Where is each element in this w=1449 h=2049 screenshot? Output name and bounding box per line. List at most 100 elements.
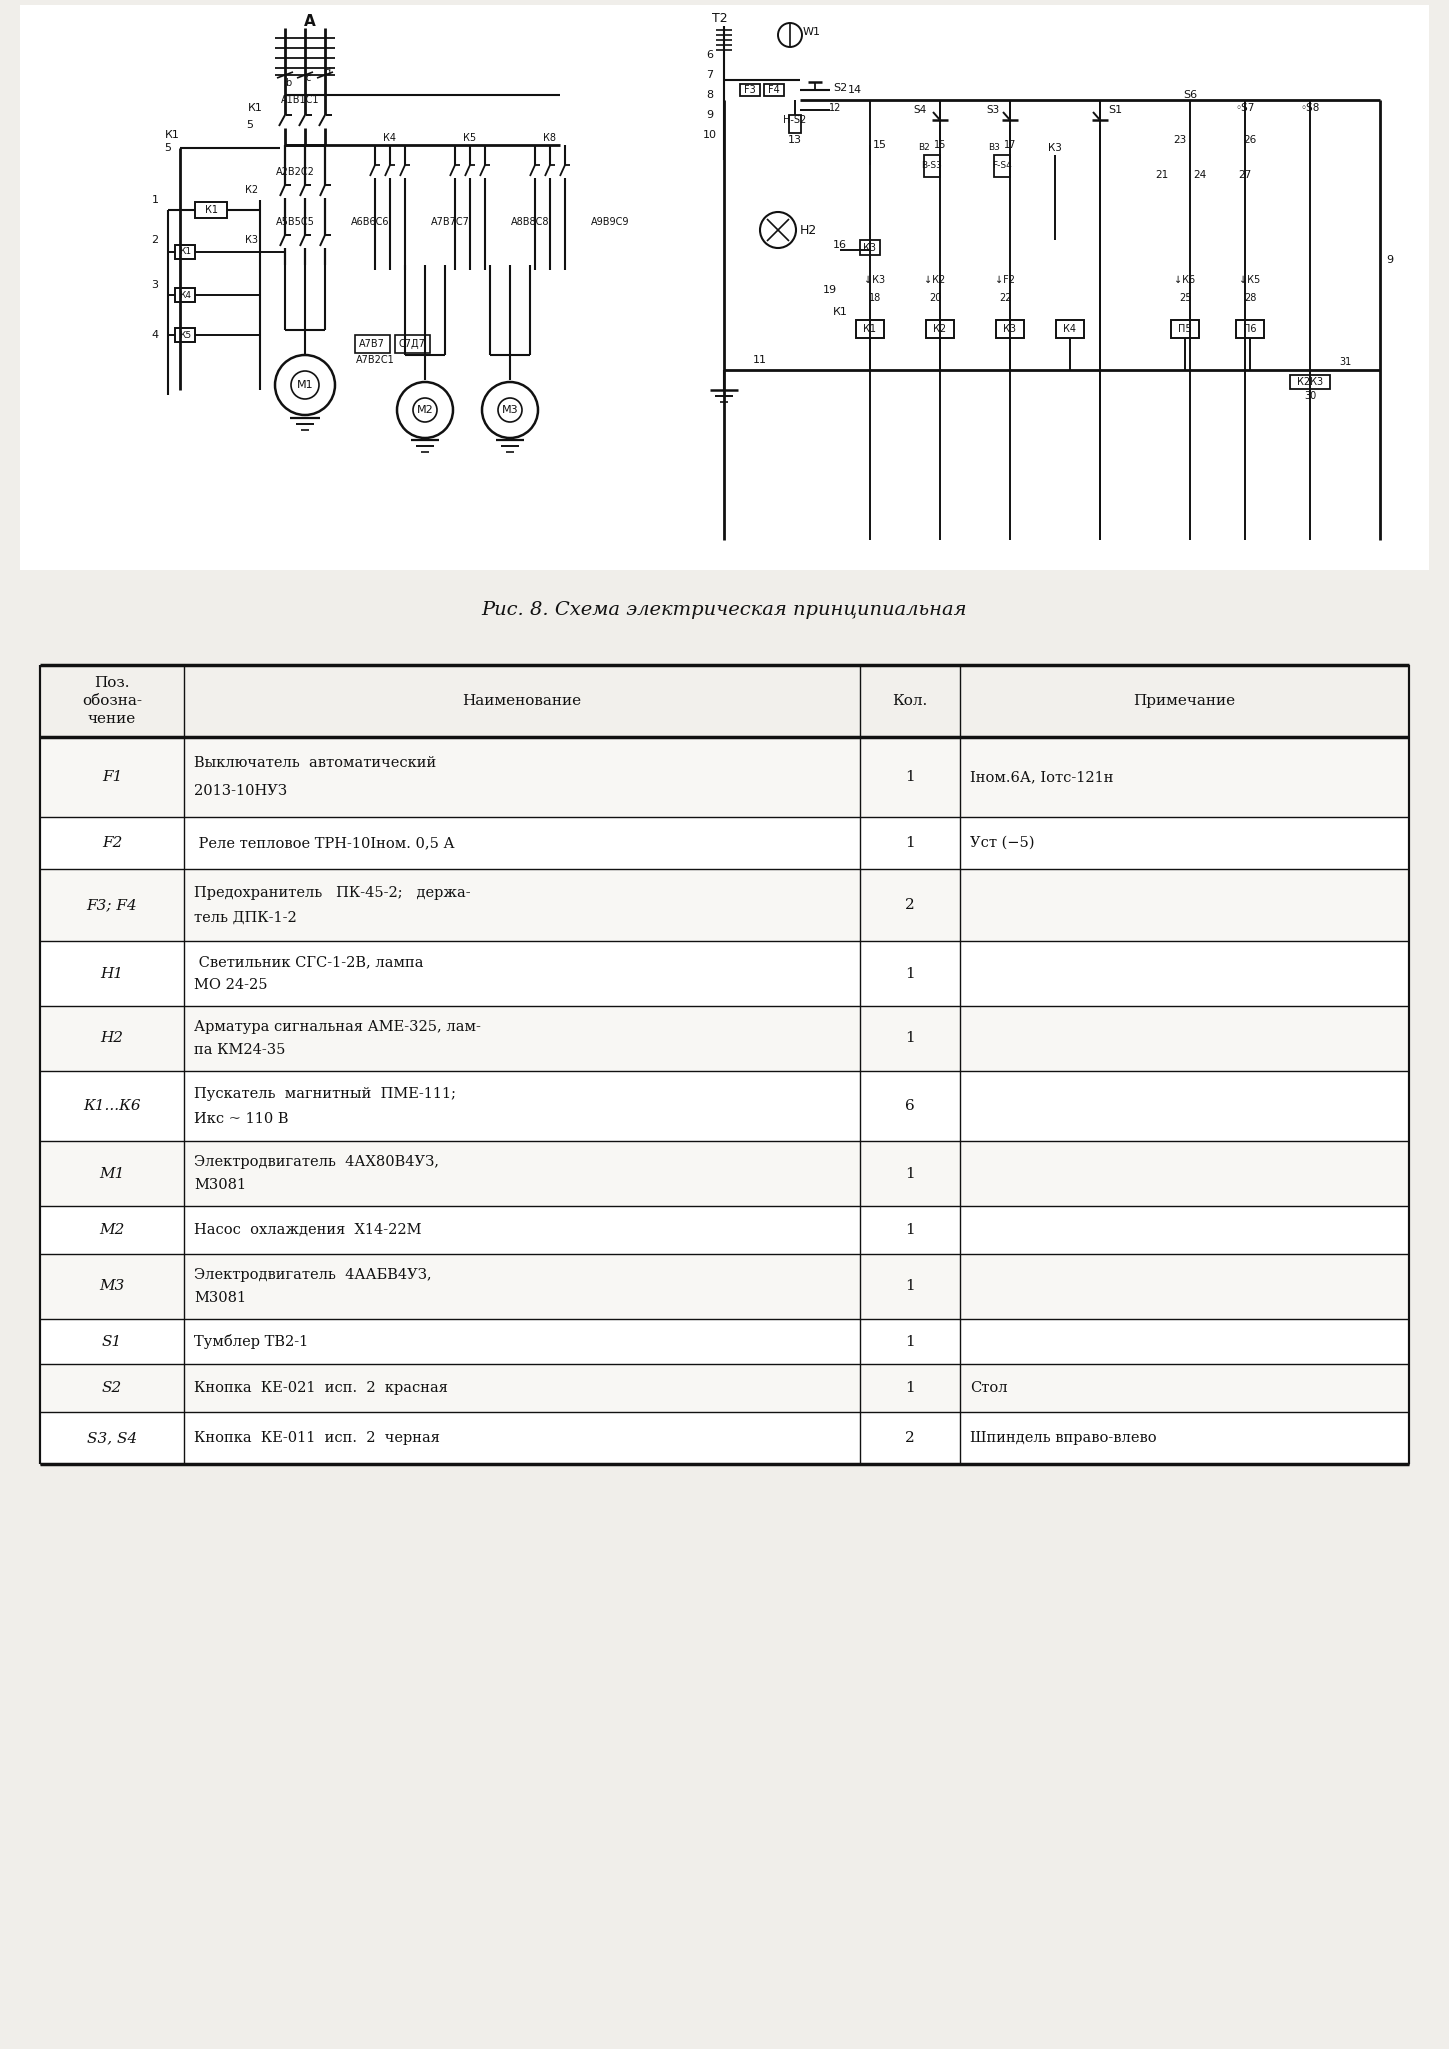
Text: К3: К3 — [1048, 143, 1062, 154]
Text: К2К3: К2К3 — [1297, 377, 1323, 387]
Text: S1: S1 — [1108, 104, 1122, 115]
Bar — [764, 84, 784, 96]
Text: 11: 11 — [753, 354, 767, 365]
Bar — [175, 289, 196, 301]
Text: H2: H2 — [100, 1031, 123, 1045]
Text: 1: 1 — [906, 1279, 914, 1293]
Text: К1: К1 — [178, 248, 191, 256]
Text: К3: К3 — [245, 236, 258, 246]
Text: М3081: М3081 — [194, 1291, 246, 1305]
Text: А6В6С6: А6В6С6 — [351, 217, 390, 227]
Text: Наименование: Наименование — [462, 695, 581, 709]
Circle shape — [498, 398, 522, 422]
Text: А1В1С1: А1В1С1 — [281, 94, 319, 104]
Text: 15: 15 — [872, 139, 887, 150]
Text: F4: F4 — [768, 84, 780, 94]
Circle shape — [483, 381, 538, 438]
Text: А2В2С2: А2В2С2 — [275, 168, 314, 176]
Text: 1: 1 — [906, 1334, 914, 1348]
Text: Икс ~ 110 В: Икс ~ 110 В — [194, 1113, 288, 1125]
Text: 15: 15 — [933, 139, 946, 150]
Text: S2: S2 — [833, 84, 848, 92]
Text: П5: П5 — [1178, 324, 1193, 334]
Text: S3, S4: S3, S4 — [87, 1430, 138, 1445]
Text: 5: 5 — [165, 143, 171, 154]
Circle shape — [413, 398, 438, 422]
Text: Электродвигатель  4ААБВ4УЗ,: Электродвигатель 4ААБВ4УЗ, — [194, 1268, 432, 1283]
Text: H1: H1 — [100, 967, 123, 981]
Text: Iном.6А, Iотс-121н: Iном.6А, Iотс-121н — [969, 770, 1113, 785]
Text: c: c — [306, 74, 310, 84]
Bar — [355, 334, 390, 352]
Text: па КМ24-35: па КМ24-35 — [194, 1043, 285, 1057]
Text: ↓К6: ↓К6 — [1175, 275, 1195, 285]
Bar — [20, 4, 1429, 570]
Text: 1: 1 — [906, 1381, 914, 1395]
Text: Примечание: Примечание — [1133, 695, 1236, 709]
Text: К4: К4 — [384, 133, 397, 143]
Bar — [1171, 320, 1198, 338]
Bar — [41, 738, 1408, 818]
Text: 16: 16 — [833, 240, 848, 250]
Text: 22: 22 — [998, 293, 1011, 303]
Text: 2: 2 — [906, 897, 914, 912]
Text: 1: 1 — [152, 195, 158, 205]
Text: 9: 9 — [707, 111, 713, 121]
Text: К1: К1 — [204, 205, 217, 215]
Text: S3: S3 — [987, 104, 1000, 115]
Text: А7В7С7: А7В7С7 — [430, 217, 469, 227]
Bar — [41, 1072, 1408, 1141]
Text: 2: 2 — [152, 236, 158, 246]
Text: 25: 25 — [1178, 293, 1191, 303]
Text: 5: 5 — [246, 121, 254, 129]
Text: Кнопка  КЕ-021  исп.  2  красная: Кнопка КЕ-021 исп. 2 красная — [194, 1381, 448, 1395]
Text: К1: К1 — [833, 307, 848, 318]
Text: Стол: Стол — [969, 1381, 1007, 1395]
Text: S1: S1 — [101, 1334, 122, 1348]
Text: К4: К4 — [1064, 324, 1077, 334]
Bar — [994, 156, 1010, 176]
Text: 13: 13 — [788, 135, 801, 145]
Text: А5В5С5: А5В5С5 — [275, 217, 314, 227]
Text: 19: 19 — [823, 285, 838, 295]
Text: К4: К4 — [180, 291, 191, 299]
Bar — [41, 1320, 1408, 1365]
Text: 1: 1 — [906, 967, 914, 981]
Text: b: b — [285, 78, 291, 88]
Text: ↓К2: ↓К2 — [924, 275, 946, 285]
Text: Пускатель  магнитный  ПМЕ-111;: Пускатель магнитный ПМЕ-111; — [194, 1088, 456, 1100]
Text: М2: М2 — [417, 406, 433, 416]
Text: 10: 10 — [703, 129, 717, 139]
Circle shape — [397, 381, 454, 438]
Text: 26: 26 — [1243, 135, 1256, 145]
Text: ↓К3: ↓К3 — [865, 275, 885, 285]
Text: МО 24-25: МО 24-25 — [194, 977, 268, 992]
Bar — [924, 156, 940, 176]
Text: ↓F2: ↓F2 — [995, 275, 1014, 285]
Text: П6: П6 — [1243, 324, 1256, 334]
Text: 20: 20 — [929, 293, 942, 303]
Text: Тумблер ТВ2-1: Тумблер ТВ2-1 — [194, 1334, 309, 1348]
Text: 3: 3 — [152, 281, 158, 291]
Circle shape — [275, 354, 335, 416]
Text: К5: К5 — [464, 133, 477, 143]
Text: К5: К5 — [178, 330, 191, 340]
Text: 23: 23 — [1174, 135, 1187, 145]
Bar — [41, 869, 1408, 940]
Bar — [41, 818, 1408, 869]
Bar — [41, 1141, 1408, 1207]
Text: М3: М3 — [100, 1279, 125, 1293]
Text: Н2: Н2 — [800, 223, 817, 236]
Text: 17: 17 — [1004, 139, 1016, 150]
Text: М3081: М3081 — [194, 1178, 246, 1193]
Text: 1: 1 — [906, 1166, 914, 1180]
Text: К2: К2 — [245, 184, 258, 195]
Text: К1...К6: К1...К6 — [83, 1098, 141, 1113]
Text: 6: 6 — [906, 1098, 914, 1113]
Text: F-S4: F-S4 — [993, 160, 1011, 170]
Bar — [41, 1412, 1408, 1463]
Text: F2: F2 — [101, 836, 122, 850]
Text: B2: B2 — [919, 143, 930, 152]
Text: М1: М1 — [297, 379, 313, 389]
Text: А: А — [304, 14, 316, 29]
